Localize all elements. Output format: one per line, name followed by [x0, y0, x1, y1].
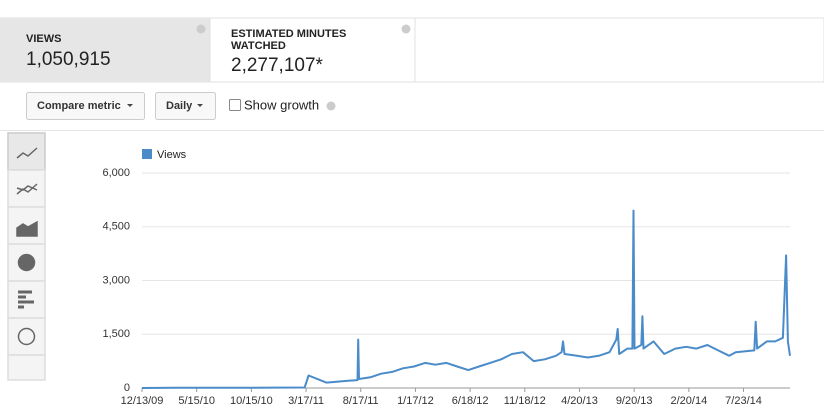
- chart: 0 1,500 3,000 4,500 6,000 12/13/09 5/15/10 10/1…: [102, 149, 791, 407]
- button-label: Daily: [166, 100, 193, 112]
- x-tick-label: 7/23/14: [725, 395, 762, 407]
- metric-value: 1,050,915: [26, 49, 111, 70]
- compare-button[interactable]: [26, 92, 145, 120]
- button-label: Compare metric: [37, 100, 121, 112]
- help-icon[interactable]: [326, 101, 336, 111]
- x-tick-label: 5/15/10: [178, 395, 215, 407]
- caret: [197, 104, 203, 107]
- multi-line-icon[interactable]: [7, 169, 46, 208]
- x-tick-label: 3/17/11: [288, 395, 324, 407]
- y-tick-label: 0: [124, 382, 130, 394]
- x-tick-label: 6/18/12: [452, 395, 489, 407]
- minutes-tab[interactable]: [209, 17, 416, 83]
- interval-button[interactable]: [155, 92, 216, 120]
- icon-column-rest: [7, 354, 46, 381]
- metric-label: ESTIMATED MINUTES: [231, 28, 346, 40]
- help-icon[interactable]: [401, 24, 411, 34]
- x-tick-label: 11/18/12: [504, 395, 546, 407]
- map-icon[interactable]: [7, 317, 46, 356]
- x-tick-label: 9/20/13: [616, 395, 653, 407]
- y-tick-label: 3,000: [102, 274, 130, 286]
- x-tick-label: 12/13/09: [121, 395, 164, 407]
- x-tick-label: 8/17/11: [343, 395, 379, 407]
- y-tick-label: 4,500: [102, 221, 130, 233]
- help-icon[interactable]: [196, 24, 206, 34]
- y-tick-label: 1,500: [102, 328, 130, 340]
- y-tick-label: 6,000: [102, 167, 130, 179]
- metric-label: WATCHED: [231, 40, 286, 52]
- icon-line: [16, 183, 38, 195]
- metric-label: VIEWS: [26, 33, 61, 45]
- icon-line: [16, 147, 38, 159]
- chart-type-icons: [7, 132, 46, 381]
- x-tick-label: 4/20/13: [561, 395, 598, 407]
- icon-bars: [18, 290, 34, 309]
- icon-globe: [17, 327, 36, 346]
- checkbox-label: Show growth: [244, 97, 319, 112]
- series-line: [141, 209, 791, 389]
- icon-area: [16, 220, 38, 237]
- icon-pie: [17, 253, 36, 272]
- x-tick-label: 1/17/12: [397, 395, 434, 407]
- caret: [127, 104, 133, 107]
- line-chart-icon[interactable]: [7, 132, 46, 171]
- x-tick-label: 2/20/14: [670, 395, 707, 407]
- bar-icon[interactable]: [7, 280, 46, 319]
- x-tick-label: 10/15/10: [230, 395, 273, 407]
- views-tab[interactable]: [0, 18, 210, 82]
- legend-label: Views: [157, 149, 187, 161]
- growth-checkbox[interactable]: [229, 99, 241, 111]
- metric-value: 2,277,107*: [231, 55, 324, 76]
- legend-swatch: [142, 149, 152, 159]
